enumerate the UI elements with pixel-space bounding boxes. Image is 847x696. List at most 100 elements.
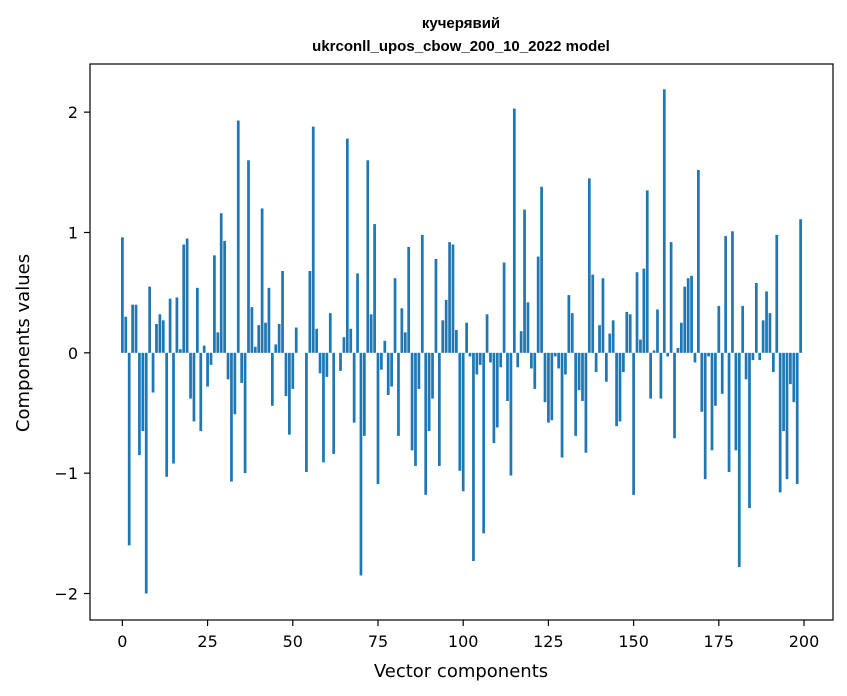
bar [598, 325, 601, 353]
bar [509, 352, 513, 476]
bar [356, 273, 359, 353]
bar [437, 352, 441, 466]
bar [714, 352, 717, 406]
x-tick-label: 125 [533, 632, 564, 651]
bar [322, 352, 325, 463]
bar [547, 352, 550, 423]
bar [424, 352, 428, 495]
bar [206, 352, 209, 387]
bar [414, 352, 417, 466]
bar [778, 352, 782, 493]
bar [311, 126, 315, 353]
y-tick-label: 1 [68, 223, 78, 242]
bar [270, 352, 274, 406]
bar [707, 352, 710, 357]
bar [611, 320, 615, 353]
bar [277, 323, 281, 353]
bar [151, 352, 155, 393]
bar [451, 244, 455, 353]
bar [601, 278, 605, 353]
bar [502, 262, 506, 353]
bar [465, 322, 468, 353]
bar [305, 352, 308, 472]
bar [734, 352, 738, 451]
x-tick-label: 75 [368, 632, 388, 651]
bar [178, 349, 182, 353]
bar [679, 322, 683, 353]
bar [499, 352, 503, 368]
bar [359, 352, 363, 576]
bar [380, 352, 383, 370]
bar [754, 283, 758, 353]
bar [724, 236, 728, 353]
x-tick-label: 200 [789, 632, 820, 651]
bar [216, 332, 220, 353]
bar [383, 340, 387, 353]
bar [618, 352, 622, 422]
bar [587, 178, 591, 353]
bar [455, 329, 458, 353]
y-axis-ticks: −2 −1 0 1 2 [54, 103, 90, 604]
bar [615, 352, 618, 427]
bar [165, 352, 169, 477]
bar [192, 352, 196, 422]
bar [652, 350, 656, 353]
bar [693, 352, 697, 363]
bar [645, 190, 649, 353]
bar [233, 352, 237, 415]
bar [288, 352, 291, 435]
bar [792, 352, 796, 403]
bar [410, 352, 414, 451]
bar [352, 352, 356, 423]
bar [243, 352, 247, 474]
bar [543, 352, 547, 403]
bar [506, 352, 509, 401]
bar [390, 352, 393, 387]
bar [628, 314, 632, 353]
bar [765, 291, 768, 353]
bar [144, 352, 148, 594]
bar [369, 314, 373, 353]
bar [219, 213, 223, 353]
bar [168, 298, 172, 353]
bar [189, 352, 192, 399]
bar [172, 352, 175, 464]
bar [199, 352, 203, 432]
bar [795, 352, 799, 485]
bar [748, 352, 751, 509]
bar [482, 352, 486, 534]
bar [516, 352, 520, 368]
bar [448, 242, 451, 353]
bar [591, 274, 595, 353]
bar [257, 325, 261, 353]
bar [308, 271, 312, 353]
bar [659, 352, 663, 399]
bar [697, 169, 700, 353]
bar [325, 352, 329, 377]
bar [250, 307, 254, 353]
bar [761, 320, 765, 353]
bar [574, 352, 578, 436]
bar [771, 352, 775, 373]
bar [710, 352, 714, 451]
bar [492, 352, 496, 444]
bar [196, 287, 199, 353]
bar [703, 352, 707, 480]
bar [434, 258, 438, 353]
bar [240, 352, 244, 383]
bar [530, 352, 533, 369]
bar [226, 352, 230, 380]
bar [639, 339, 642, 353]
bar [649, 352, 653, 399]
bar [407, 246, 411, 353]
bar [294, 327, 298, 353]
bar [533, 352, 537, 389]
x-tick-label: 100 [448, 632, 479, 651]
bar [536, 256, 540, 353]
bar [720, 352, 724, 394]
bar [717, 305, 721, 353]
bar [673, 352, 676, 439]
bar [686, 278, 690, 353]
bar [475, 352, 479, 375]
y-tick-label: 2 [68, 103, 78, 122]
